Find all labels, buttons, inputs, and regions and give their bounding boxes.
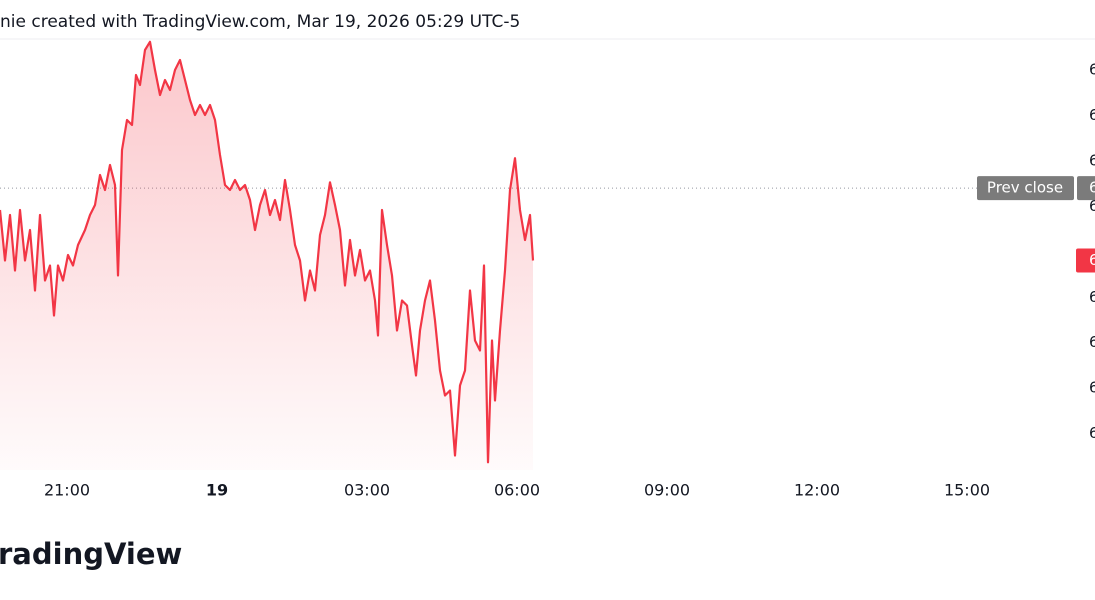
prev-close-box — [977, 176, 1074, 201]
area — [0, 41, 533, 471]
x-tick-label: 21:00 — [44, 481, 90, 500]
prev-close-label: Prev close — [987, 179, 1063, 197]
x-tick-label: 19 — [206, 481, 228, 500]
y-tick-label: 6 — [1089, 151, 1095, 169]
x-tick-label: 06:00 — [494, 481, 540, 500]
y-tick-label: 6 — [1089, 379, 1095, 397]
y-tick-label: 6 — [1089, 288, 1095, 306]
y-tick-label: 6 — [1089, 333, 1095, 351]
x-tick-label: 12:00 — [794, 481, 840, 500]
x-tick-label: 03:00 — [344, 481, 390, 500]
y-tick-label: 6 — [1089, 197, 1095, 215]
prev-close-value-box — [1077, 176, 1095, 201]
y-tick-label: 6 — [1089, 106, 1095, 124]
prev-close-value-label: 6 — [1089, 179, 1095, 197]
last-price-label: 6 — [1089, 251, 1095, 269]
x-tick-label: 09:00 — [644, 481, 690, 500]
header-text: nie created with TradingView.com, Mar 19… — [0, 12, 520, 32]
y-tick-label: 6 — [1089, 424, 1095, 442]
last-price-box — [1076, 248, 1095, 273]
price-line — [0, 40, 535, 464]
x-tick-label: 15:00 — [944, 481, 990, 500]
y-tick-label: 6 — [1089, 61, 1095, 79]
logo: radingView — [0, 537, 182, 571]
